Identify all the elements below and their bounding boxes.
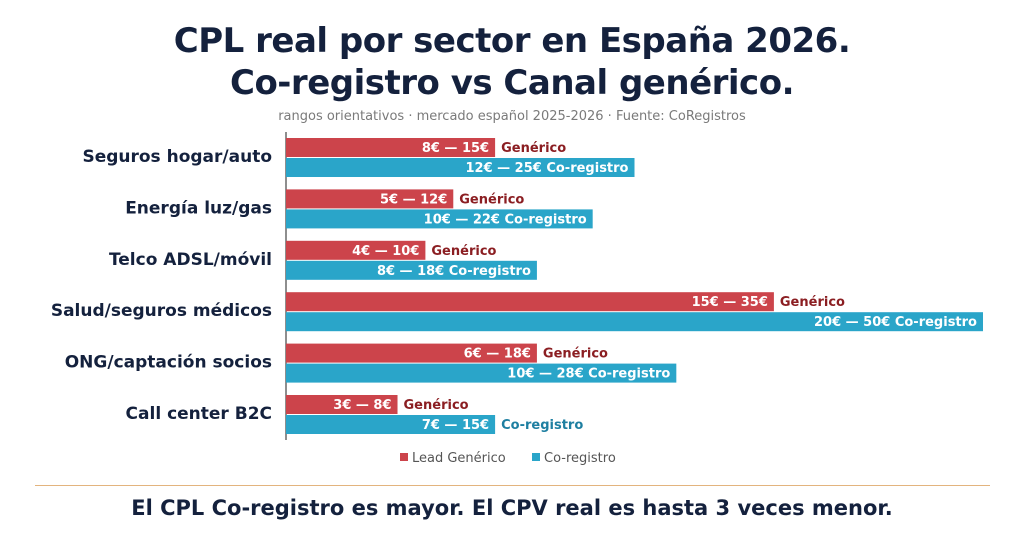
chart-title-line1: CPL real por sector en España 2026. bbox=[173, 21, 851, 61]
bar-generico bbox=[286, 189, 454, 209]
bar-generico-tag: Genérico bbox=[543, 347, 608, 362]
bar-generico bbox=[286, 138, 496, 157]
legend-label-generico: Lead Genérico bbox=[412, 451, 506, 466]
bar-generico-range-label: 8€ — 15€ bbox=[422, 141, 489, 156]
bar-generico-range-label: 4€ — 10€ bbox=[352, 244, 419, 259]
bar-coregistro-tag: Co-registro bbox=[501, 418, 583, 433]
category-label: Energía luz/gas bbox=[125, 198, 272, 218]
category-label: Salud/seguros médicos bbox=[51, 301, 272, 321]
bar-generico-range-label: 5€ — 12€ bbox=[380, 192, 447, 207]
bar-generico-tag: Genérico bbox=[459, 192, 524, 207]
chart-subtitle: rangos orientativos · mercado español 20… bbox=[278, 109, 746, 124]
legend-swatch-coregistro bbox=[532, 453, 540, 461]
bar-generico bbox=[286, 395, 398, 414]
bar-coregistro bbox=[286, 312, 983, 332]
category-label: Call center B2C bbox=[126, 404, 272, 424]
bar-chart: Seguros hogar/auto 8€ — 15€ Genérico 12€ — … bbox=[51, 132, 983, 466]
chart-title-line2: Co-registro vs Canal genérico. bbox=[230, 63, 794, 103]
conclusion-text: El CPL Co-registro es mayor. El CPV real… bbox=[131, 496, 893, 520]
bar-generico-range-label: 3€ — 8€ bbox=[333, 398, 391, 413]
bar-coregistro-range-label: 10€ — 28€ Co-registro bbox=[507, 367, 670, 382]
bar-coregistro-range-label: 8€ — 18€ Co-registro bbox=[377, 264, 531, 279]
bar-generico-tag: Genérico bbox=[431, 244, 496, 259]
category-label: ONG/captación socios bbox=[65, 353, 272, 373]
divider bbox=[35, 485, 990, 486]
bar-coregistro bbox=[286, 158, 635, 177]
bar-generico-tag: Genérico bbox=[780, 295, 845, 310]
bar-generico bbox=[286, 343, 537, 363]
bar-coregistro-range-label: 20€ — 50€ Co-registro bbox=[814, 315, 977, 330]
bar-coregistro bbox=[286, 209, 593, 229]
bar-generico bbox=[286, 240, 426, 260]
bar-generico-range-label: 6€ — 18€ bbox=[464, 347, 531, 362]
category-label: Seguros hogar/auto bbox=[82, 147, 272, 167]
bar-coregistro-range-label: 7€ — 15€ bbox=[422, 418, 489, 433]
category-label: Telco ADSL/móvil bbox=[109, 250, 272, 270]
bar-generico bbox=[286, 292, 774, 312]
bar-coregistro-range-label: 10€ — 22€ Co-registro bbox=[424, 212, 587, 227]
bar-coregistro-range-label: 12€ — 25€ Co-registro bbox=[465, 161, 628, 176]
bar-coregistro bbox=[286, 260, 537, 280]
legend-label-coregistro: Co-registro bbox=[544, 451, 616, 466]
bar-generico-tag: Genérico bbox=[404, 398, 469, 413]
bar-coregistro bbox=[286, 415, 496, 434]
bar-coregistro bbox=[286, 363, 677, 383]
bar-generico-range-label: 15€ — 35€ bbox=[692, 295, 768, 310]
legend-swatch-generico bbox=[400, 453, 408, 461]
bar-generico-tag: Genérico bbox=[501, 141, 566, 156]
